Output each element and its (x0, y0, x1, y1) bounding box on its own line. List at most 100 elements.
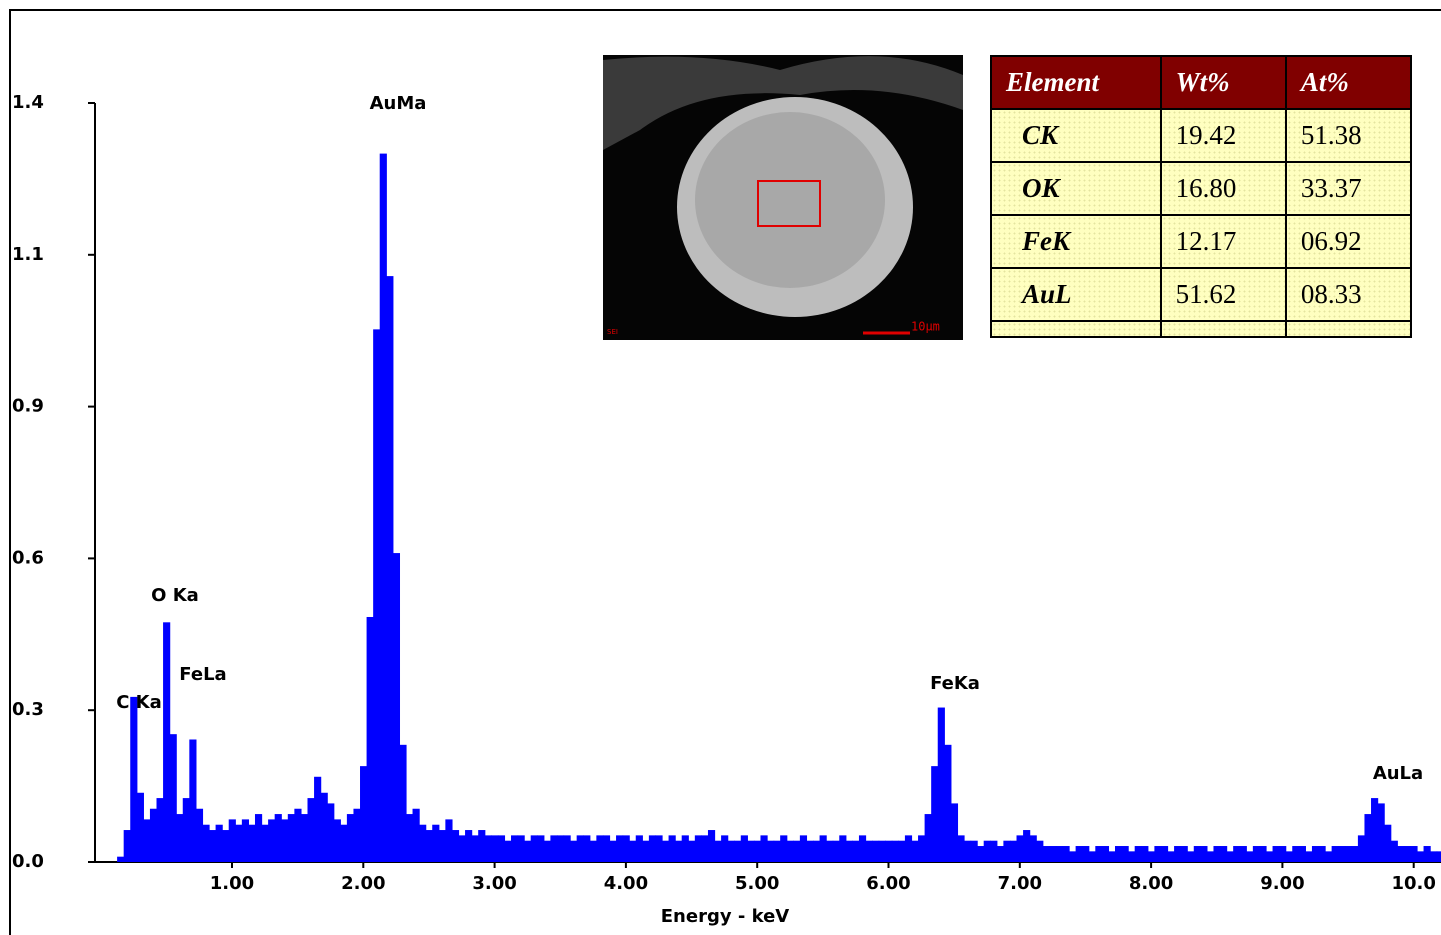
peak-label: AuMa (370, 93, 427, 114)
peak-label: AuLa (1373, 763, 1423, 784)
spectrum-bar (1206, 851, 1215, 862)
spectrum-bar (583, 835, 591, 862)
spectrum-bar (1430, 851, 1438, 862)
spectrum-bar (767, 840, 775, 862)
spectrum-bar (911, 840, 919, 862)
spectrum-bar (865, 840, 873, 862)
spectrum-bar (885, 840, 893, 862)
spectrum-bar (366, 616, 374, 862)
spectrum-bar (727, 840, 735, 862)
spectrum-bar (136, 792, 144, 862)
spectrum-bar (1410, 846, 1418, 862)
spectrum-bar (1023, 830, 1031, 862)
spectrum-bar (563, 835, 571, 862)
spectrum-bar (300, 814, 309, 862)
spectrum-bar (360, 766, 368, 862)
spectrum-bar (117, 856, 125, 862)
spectrum-bar (530, 835, 538, 862)
spectrum-bar (1252, 846, 1261, 862)
spectrum-bar (209, 830, 217, 862)
spectrum-bar (616, 835, 624, 862)
x-tick-label: 7.00 (998, 873, 1042, 894)
x-tick-label: 10.0 (1391, 873, 1435, 894)
spectrum-bar (668, 835, 676, 862)
spectrum-bar (537, 835, 545, 862)
spectrum-bar (1088, 851, 1096, 862)
spectrum-bar (497, 835, 506, 862)
spectrum-bar (931, 766, 939, 862)
spectrum-bar (1134, 846, 1142, 862)
cell: 08.33 (1284, 267, 1413, 322)
spectrum-bar (1239, 846, 1247, 862)
element-cell: FeK (990, 214, 1162, 269)
spectrum-bar (425, 830, 433, 862)
spectrum-bar (707, 830, 716, 862)
spectrum-bar (1174, 846, 1182, 862)
spectrum-bar (235, 824, 243, 862)
cell: 12.17 (1159, 214, 1287, 269)
spectrum-bar (1213, 846, 1221, 862)
spectrum-bar (1423, 846, 1431, 862)
spectrum-bar (898, 840, 906, 862)
spectrum-bar (1055, 846, 1064, 862)
spectrum-bar (799, 835, 808, 862)
x-tick-label: 2.00 (341, 873, 385, 894)
spectrum-bar (1154, 846, 1162, 862)
spectrum-bar (950, 803, 959, 862)
peak-label: FeKa (930, 673, 980, 694)
spectrum-bar (977, 846, 985, 862)
spectrum-bar (432, 824, 440, 862)
spectrum-bar (471, 835, 479, 862)
y-tick-label: 0.6 (12, 547, 44, 568)
spectrum-bar (1121, 846, 1129, 862)
spectrum-bar (248, 824, 256, 862)
header-cell: At% (1284, 55, 1413, 110)
spectrum-bar (1403, 846, 1412, 862)
composition-table: Element Wt% At% CK 19.42 51.38 OK 16.80 33.3… (990, 55, 1413, 338)
cell: 33.37 (1284, 161, 1413, 216)
spectrum-bar (176, 814, 184, 862)
spectrum-bar (1187, 851, 1195, 862)
spectrum-bar (189, 739, 197, 862)
spectrum-bar (937, 707, 945, 862)
spectrum-bar (852, 840, 860, 862)
spectrum-bar (1101, 846, 1110, 862)
spectrum-bar (195, 808, 204, 862)
spectrum-bar (1141, 846, 1149, 862)
spectrum-bar (1364, 814, 1372, 862)
spectrum-bar (143, 819, 151, 862)
spectrum-bar (1180, 846, 1188, 862)
x-tick-label: 5.00 (735, 873, 779, 894)
spectrum-bar (996, 846, 1004, 862)
y-tick-label: 0.0 (12, 851, 44, 872)
spectrum-bar (1193, 846, 1201, 862)
spectrum-bar (963, 840, 972, 862)
spectrum-bar (839, 835, 847, 862)
spectrum-bar (320, 792, 328, 862)
spectrum-bar (990, 840, 998, 862)
peak-label: FeLa (179, 664, 226, 685)
spectrum-bar (570, 840, 578, 862)
peak-label: C Ka (116, 692, 162, 713)
spectrum-bar (458, 835, 466, 862)
spacer (1284, 320, 1413, 338)
spectrum-bar (786, 840, 794, 862)
y-tick-label: 0.9 (12, 396, 44, 417)
element-cell: CK (990, 108, 1162, 163)
spectrum-bar (747, 840, 755, 862)
spectrum-bar (261, 824, 269, 862)
x-tick-label: 6.00 (866, 873, 910, 894)
spectrum-bar (1292, 846, 1300, 862)
spectrum-bar (346, 814, 355, 862)
cell: 51.62 (1159, 267, 1287, 322)
spectrum-bar (806, 840, 814, 862)
spectrum-bar (734, 840, 742, 862)
spectrum-bar (491, 835, 499, 862)
spectrum-bar (694, 835, 702, 862)
spectrum-bar (1042, 846, 1050, 862)
spectrum-bar (1226, 851, 1234, 862)
spectrum-bar (163, 622, 171, 862)
spectrum-bar (648, 835, 657, 862)
y-tick-label: 1.4 (12, 92, 44, 113)
